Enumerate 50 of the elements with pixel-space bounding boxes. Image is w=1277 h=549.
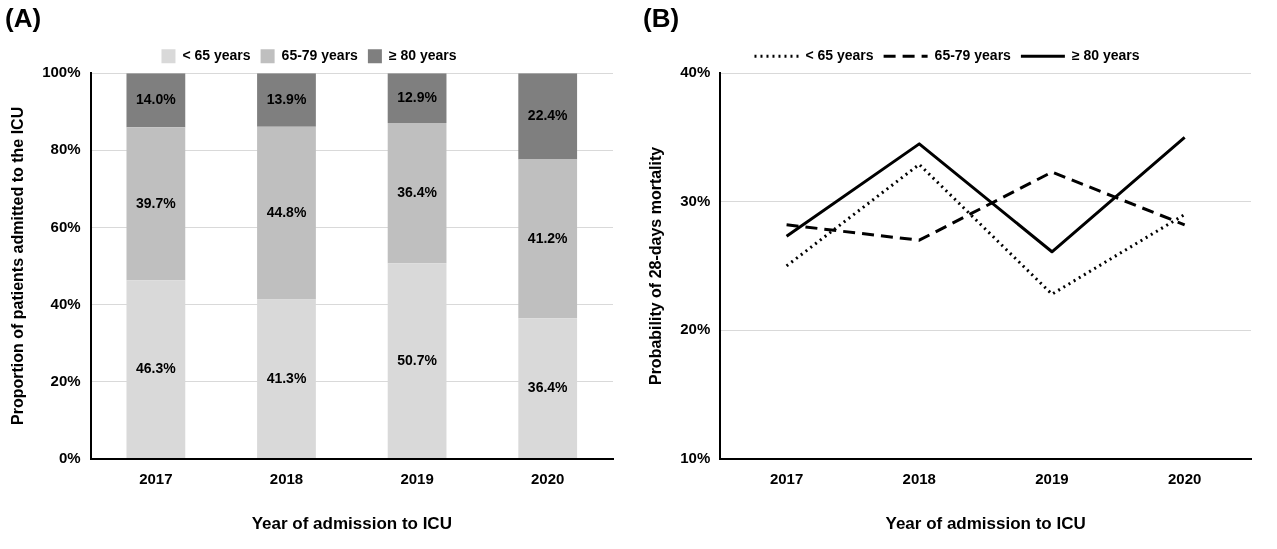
data-label: 41.2%: [527, 229, 569, 246]
y-tick-label: 0%: [58, 448, 81, 466]
legend-label: < 65 years: [805, 47, 874, 64]
data-label: 12.9%: [397, 88, 438, 105]
data-label: 36.4%: [397, 183, 438, 200]
legend-label: < 65 years: [182, 47, 251, 64]
y-tick-label: 10%: [680, 448, 711, 466]
bar: [257, 73, 316, 127]
x-tick-label: 2018: [269, 469, 304, 487]
data-label: 13.9%: [266, 90, 307, 107]
x-tick-label: 2020: [1167, 469, 1202, 487]
data-label: 22.4%: [527, 107, 569, 124]
x-tick-label: 2018: [902, 469, 936, 487]
y-axis-title: Proportion of patients admitted to the ICU: [9, 106, 27, 426]
x-tick-label: 2017: [769, 469, 804, 487]
x-tick-label: 2019: [400, 469, 434, 487]
x-tick-label: 2019: [1035, 469, 1069, 487]
bar: [126, 73, 186, 128]
bar: [387, 122, 447, 264]
data-label: 41.3%: [266, 369, 307, 386]
legend-label: ≥ 80 years: [1071, 47, 1140, 64]
data-label: 50.7%: [397, 351, 438, 368]
data-label: 39.7%: [136, 194, 177, 211]
y-tick-label: 60%: [50, 217, 81, 235]
line-series: [785, 162, 1187, 296]
y-axis-title: Probability of 28-days mortality: [647, 146, 665, 386]
y-tick-label: 40%: [680, 63, 711, 81]
x-tick-label: 2017: [139, 469, 173, 487]
x-tick-label: 2020: [531, 469, 565, 487]
x-axis-title: Year of admission to ICU: [885, 514, 1086, 534]
y-tick-label: 20%: [680, 320, 711, 338]
bar: [518, 159, 578, 319]
bar: [257, 126, 316, 300]
data-label: 44.8%: [266, 203, 307, 220]
data-label: 46.3%: [136, 359, 177, 376]
bar: [518, 73, 578, 160]
y-tick-label: 40%: [50, 294, 81, 312]
data-label: 14.0%: [136, 91, 177, 108]
x-axis-title: Year of admission to ICU: [251, 514, 452, 534]
chart-title: (A): [5, 2, 42, 33]
legend-label: ≥ 80 years: [388, 47, 457, 64]
data-label: 36.4%: [527, 379, 569, 396]
chart-title: (B): [643, 2, 680, 33]
y-tick-label: 100%: [42, 63, 81, 81]
y-tick-label: 80%: [50, 140, 81, 158]
legend-label: 65-79 years: [281, 47, 359, 64]
y-tick-label: 20%: [50, 371, 81, 389]
bar: [126, 127, 186, 281]
y-tick-label: 30%: [680, 191, 711, 209]
legend-label: 65-79 years: [934, 47, 1012, 64]
